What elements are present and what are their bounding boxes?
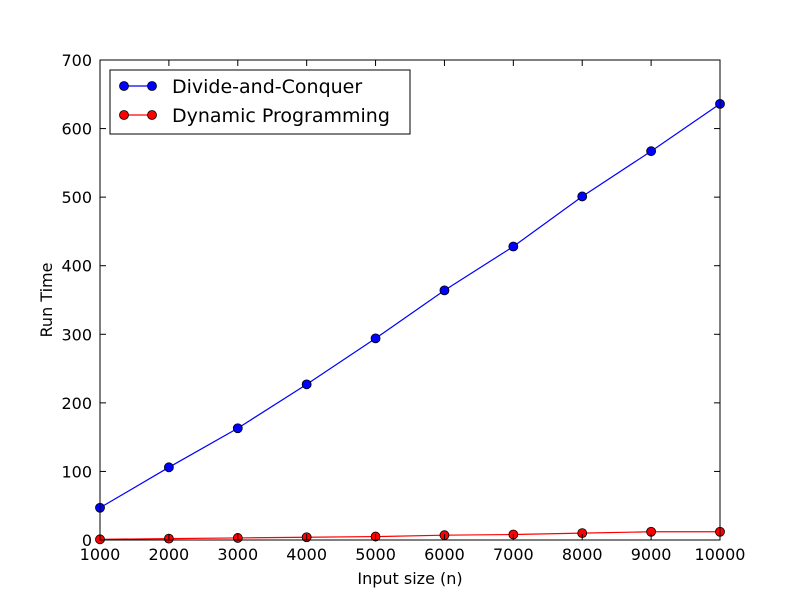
- y-tick-label: 500: [61, 188, 92, 207]
- x-tick-label: 7000: [493, 545, 534, 564]
- data-point: [370, 333, 381, 344]
- x-tick-label: 1000: [80, 545, 121, 564]
- data-point: [646, 146, 657, 157]
- x-tick-label: 6000: [424, 545, 465, 564]
- series-dynamic-programming: [95, 526, 725, 545]
- y-axis: 0 100 200 300 400 500 600 700: [61, 51, 720, 550]
- legend: Divide-and-Conquer Dynamic Programming: [109, 69, 411, 135]
- legend-label: Divide-and-Conquer: [172, 76, 362, 98]
- y-axis-label: Run Time: [37, 263, 56, 338]
- legend-item: Dynamic Programming: [119, 105, 390, 127]
- series-divide-and-conquer: [95, 98, 725, 513]
- y-tick-label: 600: [61, 120, 92, 139]
- y-tick-label: 200: [61, 394, 92, 413]
- series-line: [99, 531, 720, 540]
- legend-marker: [119, 110, 129, 120]
- x-tick-label: 4000: [286, 545, 327, 564]
- legend-item: Divide-and-Conquer: [119, 76, 362, 98]
- y-tick-label: 400: [61, 257, 92, 276]
- plot-frame: [99, 59, 721, 541]
- x-tick-label: 10000: [695, 545, 746, 564]
- x-tick-label: 2000: [149, 545, 190, 564]
- y-tick-label: 0: [82, 531, 92, 550]
- data-point: [232, 423, 243, 434]
- legend-label: Dynamic Programming: [172, 105, 390, 127]
- data-point: [577, 191, 588, 202]
- x-tick-label: 8000: [562, 545, 603, 564]
- y-tick-label: 100: [61, 462, 92, 481]
- x-axis: 1000 2000 3000 4000 5000 6000 7000 8000 9000 1000…: [80, 60, 746, 564]
- data-point: [301, 379, 312, 390]
- y-tick-label: 300: [61, 325, 92, 344]
- data-point: [508, 241, 519, 252]
- series-layer: [95, 98, 725, 545]
- legend-box: [109, 69, 411, 135]
- series-line: [99, 103, 721, 509]
- x-tick-label: 9000: [631, 545, 672, 564]
- data-point: [439, 285, 450, 296]
- y-tick-label: 700: [61, 51, 92, 70]
- x-tick-label: 3000: [217, 545, 258, 564]
- legend-marker: [147, 81, 157, 91]
- legend-marker: [119, 81, 129, 91]
- x-tick-label: 5000: [355, 545, 396, 564]
- data-point: [163, 462, 174, 473]
- x-axis-label: Input size (n): [357, 569, 462, 588]
- legend-marker: [147, 110, 157, 120]
